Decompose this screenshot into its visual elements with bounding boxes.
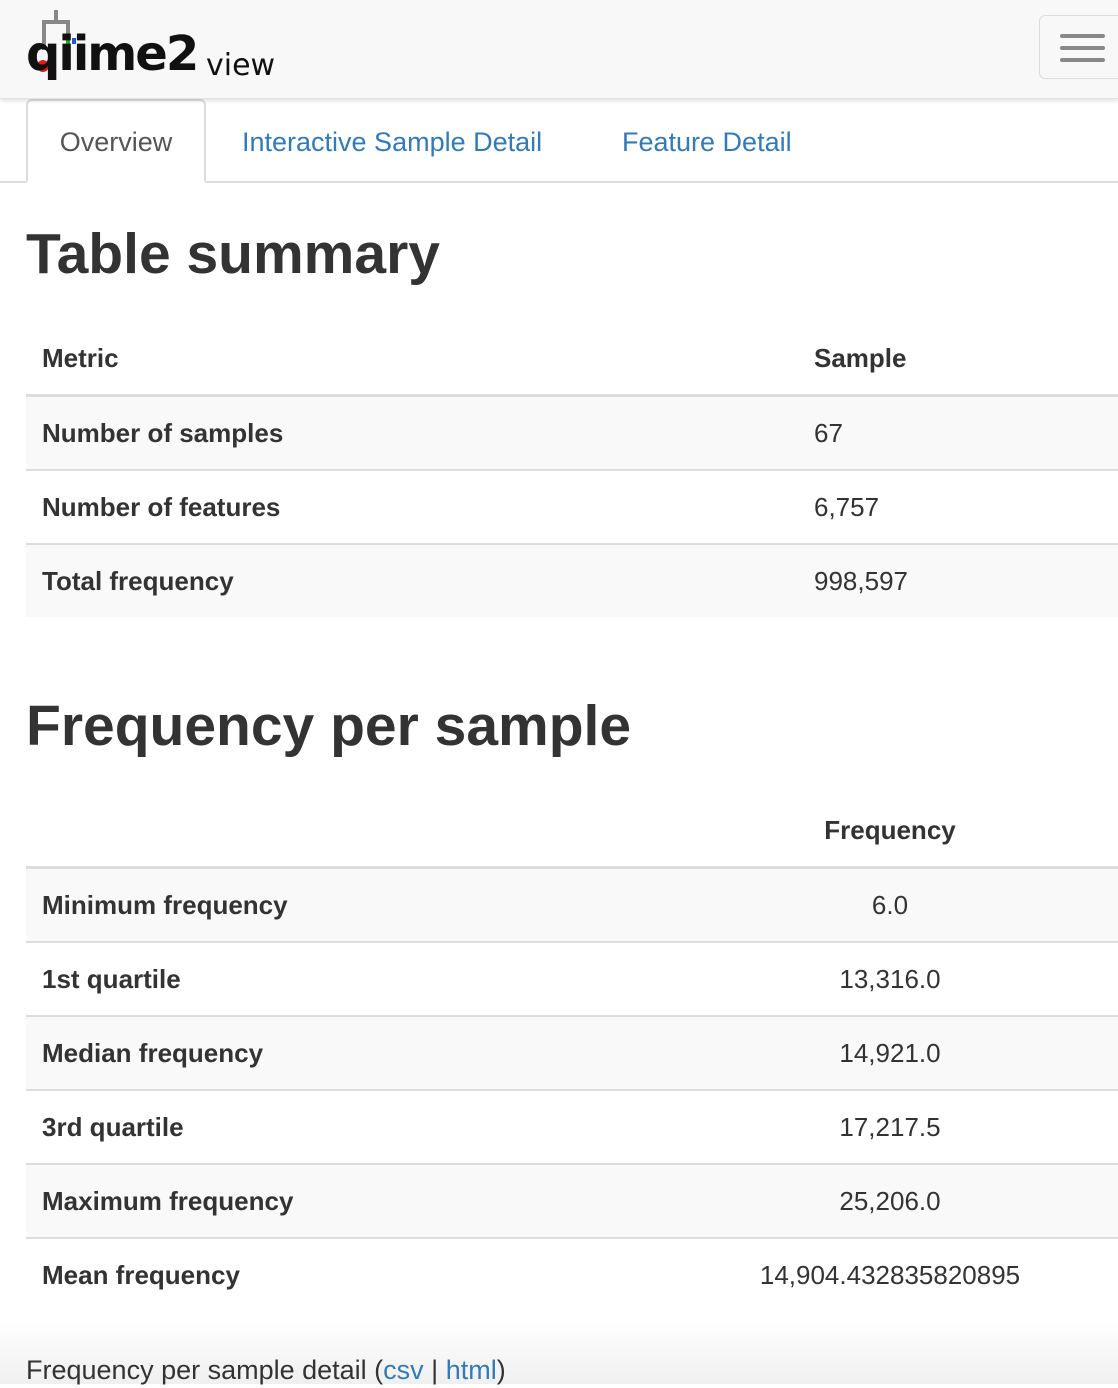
metric-value: 67 <box>814 417 843 448</box>
table-summary-heading: Table summary <box>26 222 440 286</box>
tab-overview[interactable]: Overview <box>26 99 206 183</box>
column-header-metric <box>26 794 662 869</box>
metric-label: Minimum frequency <box>42 889 288 920</box>
metric-label: Total frequency <box>26 543 782 617</box>
table-row: Number of features 6,757 <box>26 469 1118 544</box>
detail-links-prefix: Frequency per sample detail ( <box>26 1355 384 1385</box>
frequency-detail-links: Frequency per sample detail (csv | html) <box>26 1352 506 1388</box>
metric-value: 998,597 <box>782 543 1118 617</box>
hamburger-menu-button[interactable] <box>1039 15 1118 79</box>
tab-interactive-sample-detail[interactable]: Interactive Sample Detail <box>242 127 543 157</box>
column-header-sample: Sample <box>782 322 1118 397</box>
metric-label: Maximum frequency <box>26 1163 662 1238</box>
column-header-frequency: Frequency <box>662 794 1118 869</box>
logo-view-suffix: view <box>206 48 276 83</box>
qiime2-view-logo[interactable]: qiime2 view <box>26 8 286 90</box>
table-row: Minimum frequency 6.0 <box>26 867 1118 942</box>
table-row: Maximum frequency 25,206.0 <box>26 1163 1118 1238</box>
navbar: qiime2 view <box>0 0 1118 99</box>
table-header-row: Metric Sample <box>26 322 1118 397</box>
hamburger-bar <box>1060 58 1105 62</box>
bottom-scroll-fade <box>0 1320 1118 1384</box>
column-header-metric: Metric <box>26 322 782 397</box>
metric-value: 14,904.432835820895 <box>662 1237 1118 1311</box>
detail-links-suffix: ) <box>496 1355 506 1385</box>
csv-download-link[interactable]: csv <box>383 1355 424 1385</box>
metric-value: 25,206.0 <box>662 1163 1118 1238</box>
metric-value: 6,757 <box>782 469 1118 544</box>
table-row: Total frequency 998,597 <box>26 543 1118 617</box>
metric-label: 1st quartile <box>26 941 662 1016</box>
hamburger-bar <box>1060 46 1105 50</box>
tab-bar: Overview Interactive Sample Detail Featu… <box>0 99 1118 183</box>
detail-links-separator: | <box>423 1355 446 1385</box>
frequency-per-sample-table: Frequency Minimum frequency 6.0 1st quar… <box>26 794 1118 1311</box>
frequency-per-sample-heading: Frequency per sample <box>26 694 632 758</box>
metric-label: Number of features <box>26 469 782 544</box>
metric-label: 3rd quartile <box>26 1089 662 1164</box>
metric-label: Mean frequency <box>26 1237 662 1311</box>
qiime2-logo-icon <box>37 10 76 72</box>
metric-label: Number of samples <box>42 417 284 448</box>
html-detail-link[interactable]: html <box>445 1355 497 1385</box>
table-row: 3rd quartile 17,217.5 <box>26 1089 1118 1164</box>
table-row: 1st quartile 13,316.0 <box>26 941 1118 1016</box>
metric-label: Median frequency <box>26 1015 662 1090</box>
table-row: Mean frequency 14,904.432835820895 <box>26 1237 1118 1311</box>
metric-value: 17,217.5 <box>662 1089 1118 1164</box>
table-row: Number of samples 67 <box>26 395 1118 470</box>
hamburger-menu-icon <box>1060 34 1105 38</box>
logo-wordmark: qiime2 <box>26 26 199 82</box>
table-row: Median frequency 14,921.0 <box>26 1015 1118 1090</box>
table-header-row: Frequency <box>26 794 1118 869</box>
metric-value: 14,921.0 <box>662 1015 1118 1090</box>
metric-value: 6.0 <box>871 889 909 920</box>
table-summary-table: Metric Sample Number of samples 67 Numbe… <box>26 322 1118 617</box>
tab-feature-detail[interactable]: Feature Detail <box>622 127 792 157</box>
metric-value: 13,316.0 <box>662 941 1118 1016</box>
